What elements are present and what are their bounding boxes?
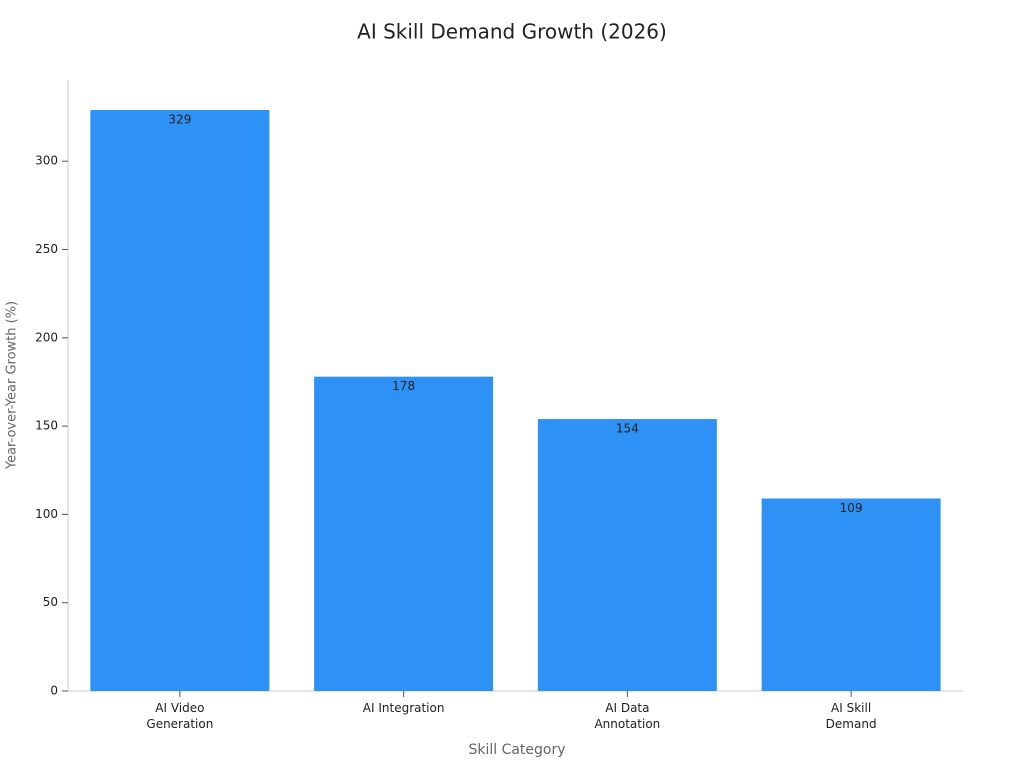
y-tick-label: 0 [50, 684, 58, 698]
value-label: 109 [840, 501, 863, 515]
y-tick-label: 100 [35, 507, 58, 521]
x-tick-label: AI Data Annotation [594, 701, 661, 731]
bar [314, 376, 494, 691]
x-tick-label: AI Skill Demand [825, 701, 877, 731]
x-tick-label: AI Video Generation [146, 701, 214, 731]
value-label: 154 [616, 422, 639, 436]
x-tick-label: AI Integration [362, 701, 445, 715]
value-label: 329 [168, 113, 191, 127]
chart-title: AI Skill Demand Growth (2026) [357, 20, 667, 44]
bar [90, 110, 270, 691]
bar [761, 498, 941, 691]
bar [537, 419, 717, 691]
y-tick-label: 150 [35, 419, 58, 433]
y-tick-label: 250 [35, 242, 58, 256]
value-label: 178 [392, 379, 415, 393]
y-tick-label: 300 [35, 154, 58, 168]
y-tick-label: 50 [43, 595, 58, 609]
y-tick-label: 200 [35, 330, 58, 344]
x-axis-label: Skill Category [468, 742, 565, 758]
y-axis-label: Year-over-Year Growth (%) [5, 301, 20, 470]
